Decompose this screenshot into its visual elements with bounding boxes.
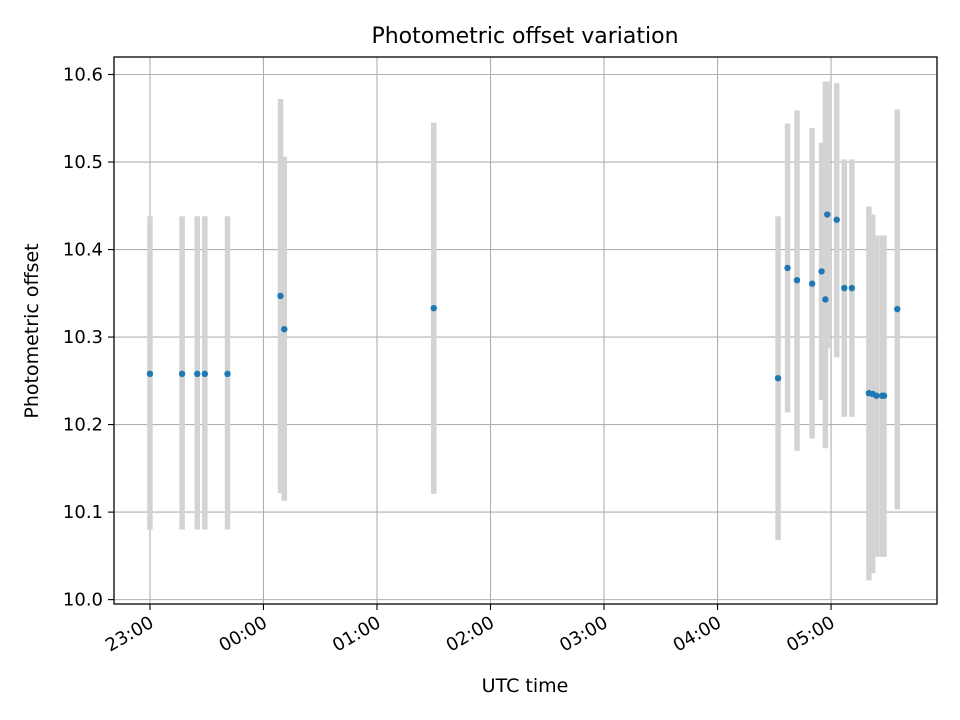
data-point	[894, 305, 901, 313]
y-tick-label: 10.2	[63, 415, 103, 436]
data-point	[194, 370, 201, 378]
data-point	[277, 292, 284, 300]
y-tick-label: 10.4	[63, 240, 103, 261]
data-points	[146, 211, 901, 399]
data-point	[841, 284, 848, 292]
y-tick-label: 10.3	[63, 327, 103, 348]
data-point	[224, 370, 231, 378]
data-point	[178, 370, 186, 378]
y-axis-label: Photometric offset	[21, 243, 43, 418]
data-point	[281, 325, 288, 333]
grid	[114, 57, 937, 604]
data-point	[430, 304, 437, 312]
plot-frame	[113, 56, 938, 605]
data-point	[822, 296, 829, 303]
data-point	[784, 264, 791, 272]
data-point	[848, 284, 856, 292]
data-point	[808, 280, 816, 287]
data-point	[201, 370, 209, 378]
data-point	[873, 392, 880, 399]
x-axis-label: UTC time	[482, 675, 569, 697]
data-point	[824, 211, 831, 218]
y-axis: 10.0 10.1 10.2 10.3 10.4 10.5 10.6	[63, 65, 114, 611]
y-tick-label: 10.6	[63, 65, 103, 86]
data-point	[793, 276, 801, 284]
chart-title: Photometric offset variation	[371, 24, 678, 49]
data-point	[818, 268, 825, 275]
data-point	[880, 392, 888, 399]
data-point	[774, 374, 782, 382]
y-tick-label: 10.0	[63, 590, 103, 611]
y-tick-label: 10.5	[63, 152, 103, 173]
y-tick-label: 10.1	[63, 502, 103, 523]
data-point	[146, 370, 154, 378]
data-point	[833, 216, 840, 223]
